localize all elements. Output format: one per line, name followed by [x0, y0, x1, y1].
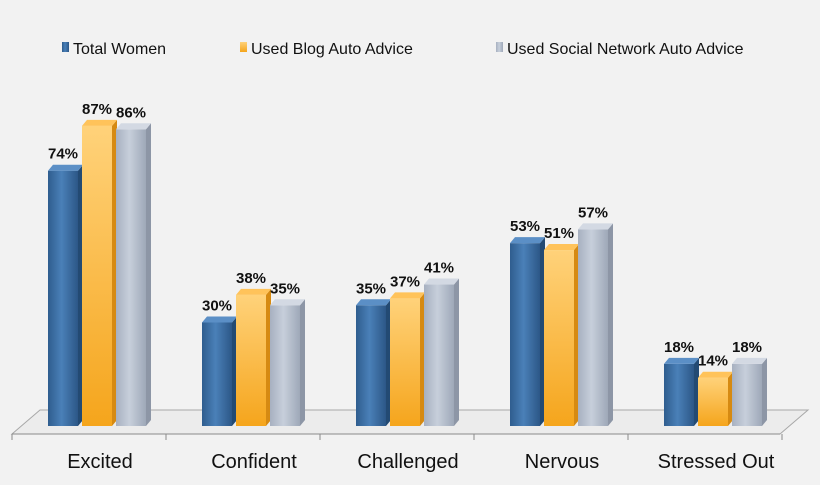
bar-top-nervous-total-women [510, 237, 545, 244]
data-label-challenged-used-blog-auto-advice: 37% [390, 273, 420, 290]
bar-side-confident-used-social-network-auto-advice [300, 299, 305, 426]
data-label-excited-used-social-network-auto-advice: 86% [116, 104, 146, 121]
bar-top-confident-total-women [202, 316, 237, 323]
bars-group [48, 119, 767, 427]
bar-side-nervous-used-blog-auto-advice [574, 244, 579, 426]
bar-top-excited-total-women [48, 164, 83, 171]
data-label-stressed-out-total-women: 18% [664, 339, 694, 356]
bar-top-confident-used-blog-auto-advice [236, 288, 271, 295]
bar-side-confident-total-women [232, 316, 237, 426]
data-label-confident-used-social-network-auto-advice: 35% [270, 280, 300, 297]
bar-nervous-total-women [510, 243, 540, 426]
bar-top-challenged-used-social-network-auto-advice [424, 278, 459, 285]
category-ticks-group [11, 434, 783, 440]
legend: Total Women Used Blog Auto Advice Used S… [62, 41, 744, 58]
bar-stressed-out-used-blog-auto-advice [698, 377, 728, 426]
data-label-stressed-out-used-blog-auto-advice: 14% [698, 353, 728, 370]
bar-top-excited-used-blog-auto-advice [82, 119, 117, 126]
bar-challenged-total-women [356, 305, 386, 426]
bar-nervous-used-blog-auto-advice [544, 250, 574, 426]
data-label-nervous-used-social-network-auto-advice: 57% [578, 204, 608, 221]
bar-excited-used-social-network-auto-advice [116, 129, 146, 427]
bar-top-stressed-out-total-women [664, 357, 699, 364]
bar-side-stressed-out-used-social-network-auto-advice [762, 357, 767, 426]
bar-side-nervous-total-women [540, 237, 545, 426]
category-label-stressed-out: Stressed Out [658, 451, 775, 473]
data-labels-group: 74%87% 86%30%38%35% 35% 37%41%53% 51%57%18%1… [48, 101, 762, 370]
bar-top-challenged-total-women [356, 299, 391, 306]
bar-confident-used-blog-auto-advice [236, 294, 266, 426]
bar-top-challenged-used-blog-auto-advice [390, 292, 425, 299]
bar-side-challenged-used-social-network-auto-advice [454, 278, 459, 426]
bar-side-excited-total-women [78, 164, 83, 426]
category-label-excited: Excited [67, 451, 133, 473]
bar-top-nervous-used-blog-auto-advice [544, 244, 579, 251]
bar-top-confident-used-social-network-auto-advice [270, 299, 305, 306]
data-label-stressed-out-used-social-network-auto-advice: 18% [732, 339, 762, 356]
data-label-excited-used-blog-auto-advice: 87% [82, 101, 112, 118]
bar-top-stressed-out-used-blog-auto-advice [698, 371, 733, 378]
bar-confident-used-social-network-auto-advice [270, 305, 300, 426]
legend-label-total-women: Total Women [73, 41, 166, 58]
bar-side-nervous-used-social-network-auto-advice [608, 223, 613, 426]
bar-excited-total-women [48, 170, 78, 426]
legend-label-social-advice: Used Social Network Auto Advice [507, 41, 744, 58]
legend-swatch-social-advice [496, 42, 503, 52]
bar-side-challenged-used-blog-auto-advice [420, 292, 425, 426]
data-label-confident-used-blog-auto-advice: 38% [236, 270, 266, 287]
bar-top-excited-used-social-network-auto-advice [116, 123, 151, 130]
category-label-confident: Confident [211, 451, 297, 473]
bar-top-stressed-out-used-social-network-auto-advice [732, 357, 767, 364]
bar-side-excited-used-blog-auto-advice [112, 119, 117, 426]
legend-swatch-total-women [62, 42, 69, 52]
bar-stressed-out-total-women [664, 363, 694, 426]
data-label-confident-total-women: 30% [202, 298, 232, 315]
data-label-challenged-used-social-network-auto-advice: 41% [424, 260, 454, 277]
bar-top-nervous-used-social-network-auto-advice [578, 223, 613, 230]
bar-side-excited-used-social-network-auto-advice [146, 123, 151, 427]
bar-side-challenged-total-women [386, 299, 391, 426]
legend-swatch-blog-advice [240, 42, 247, 52]
category-label-nervous: Nervous [525, 451, 599, 473]
data-label-nervous-used-blog-auto-advice: 51% [544, 225, 574, 242]
bar-stressed-out-used-social-network-auto-advice [732, 363, 762, 426]
data-label-nervous-total-women: 53% [510, 218, 540, 235]
bar-nervous-used-social-network-auto-advice [578, 229, 608, 426]
data-label-excited-total-women: 74% [48, 146, 78, 163]
category-labels-group: Excited Confident Challenged Nervous Stresse… [67, 451, 775, 473]
bar-side-confident-used-blog-auto-advice [266, 288, 271, 426]
data-label-challenged-total-women: 35% [356, 280, 386, 297]
legend-label-blog-advice: Used Blog Auto Advice [251, 41, 413, 58]
bar-challenged-used-blog-auto-advice [390, 298, 420, 426]
bar-side-stressed-out-total-women [694, 357, 699, 426]
category-label-challenged: Challenged [357, 451, 458, 473]
bar-side-stressed-out-used-blog-auto-advice [728, 371, 733, 426]
bar-challenged-used-social-network-auto-advice [424, 284, 454, 426]
bar-confident-total-women [202, 322, 232, 426]
bar-excited-used-blog-auto-advice [82, 125, 112, 426]
